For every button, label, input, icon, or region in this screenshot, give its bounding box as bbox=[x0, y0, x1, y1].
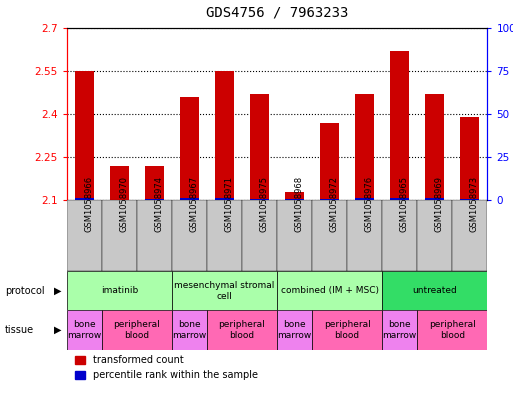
Bar bbox=[390, 51, 409, 200]
FancyBboxPatch shape bbox=[207, 310, 277, 350]
Text: GSM1058971: GSM1058971 bbox=[224, 176, 233, 232]
Text: bone
marrow: bone marrow bbox=[67, 320, 102, 340]
Text: peripheral
blood: peripheral blood bbox=[429, 320, 476, 340]
FancyBboxPatch shape bbox=[67, 271, 172, 310]
Text: imatinib: imatinib bbox=[101, 286, 138, 295]
FancyBboxPatch shape bbox=[417, 310, 487, 350]
FancyBboxPatch shape bbox=[382, 200, 417, 271]
FancyBboxPatch shape bbox=[102, 200, 137, 271]
Text: GSM1058969: GSM1058969 bbox=[435, 176, 444, 232]
FancyBboxPatch shape bbox=[172, 200, 207, 271]
Bar bbox=[320, 199, 339, 200]
Bar bbox=[215, 198, 234, 200]
Bar bbox=[320, 123, 339, 200]
FancyBboxPatch shape bbox=[137, 200, 172, 271]
Text: GSM1058975: GSM1058975 bbox=[260, 176, 268, 232]
Bar bbox=[74, 198, 94, 200]
Bar bbox=[110, 166, 129, 200]
Text: GSM1058968: GSM1058968 bbox=[294, 176, 304, 232]
Text: bone
marrow: bone marrow bbox=[278, 320, 312, 340]
Bar bbox=[460, 199, 480, 200]
Text: protocol: protocol bbox=[5, 286, 45, 296]
Bar bbox=[355, 94, 374, 200]
Text: GSM1058972: GSM1058972 bbox=[329, 176, 339, 232]
Bar bbox=[145, 166, 164, 200]
FancyBboxPatch shape bbox=[382, 271, 487, 310]
Text: ▶: ▶ bbox=[54, 286, 62, 296]
Legend: transformed count, percentile rank within the sample: transformed count, percentile rank withi… bbox=[71, 352, 262, 384]
Bar bbox=[425, 198, 444, 200]
FancyBboxPatch shape bbox=[207, 200, 242, 271]
Text: GSM1058976: GSM1058976 bbox=[365, 176, 373, 232]
Bar bbox=[180, 97, 199, 200]
FancyBboxPatch shape bbox=[67, 310, 102, 350]
Text: bone
marrow: bone marrow bbox=[383, 320, 417, 340]
FancyBboxPatch shape bbox=[172, 271, 277, 310]
FancyBboxPatch shape bbox=[347, 200, 382, 271]
Bar bbox=[390, 198, 409, 200]
FancyBboxPatch shape bbox=[312, 310, 382, 350]
FancyBboxPatch shape bbox=[312, 200, 347, 271]
Text: GSM1058974: GSM1058974 bbox=[154, 176, 163, 232]
Text: GSM1058970: GSM1058970 bbox=[119, 176, 128, 232]
Bar bbox=[460, 117, 480, 200]
FancyBboxPatch shape bbox=[452, 200, 487, 271]
Text: untreated: untreated bbox=[412, 286, 457, 295]
Text: peripheral
blood: peripheral blood bbox=[219, 320, 265, 340]
Bar bbox=[215, 71, 234, 200]
FancyBboxPatch shape bbox=[67, 200, 487, 271]
FancyBboxPatch shape bbox=[382, 310, 417, 350]
Text: GSM1058966: GSM1058966 bbox=[84, 176, 93, 232]
Text: ▶: ▶ bbox=[54, 325, 62, 335]
Text: GSM1058965: GSM1058965 bbox=[400, 176, 409, 232]
FancyBboxPatch shape bbox=[277, 200, 312, 271]
Bar bbox=[74, 71, 94, 200]
Text: GDS4756 / 7963233: GDS4756 / 7963233 bbox=[206, 6, 348, 20]
Bar bbox=[180, 198, 199, 200]
Bar bbox=[285, 199, 304, 200]
Text: bone
marrow: bone marrow bbox=[172, 320, 207, 340]
Bar bbox=[355, 198, 374, 200]
Text: combined (IM + MSC): combined (IM + MSC) bbox=[281, 286, 379, 295]
Text: GSM1058967: GSM1058967 bbox=[189, 176, 199, 232]
Bar bbox=[250, 94, 269, 200]
Bar bbox=[145, 199, 164, 200]
Text: peripheral
blood: peripheral blood bbox=[113, 320, 160, 340]
Text: peripheral
blood: peripheral blood bbox=[324, 320, 370, 340]
FancyBboxPatch shape bbox=[277, 310, 312, 350]
FancyBboxPatch shape bbox=[277, 271, 382, 310]
Text: mesenchymal stromal
cell: mesenchymal stromal cell bbox=[174, 281, 274, 301]
Text: GSM1058973: GSM1058973 bbox=[470, 176, 479, 232]
FancyBboxPatch shape bbox=[242, 200, 277, 271]
Bar bbox=[285, 192, 304, 200]
FancyBboxPatch shape bbox=[67, 200, 102, 271]
Bar bbox=[425, 94, 444, 200]
FancyBboxPatch shape bbox=[102, 310, 172, 350]
Bar bbox=[250, 199, 269, 200]
FancyBboxPatch shape bbox=[417, 200, 452, 271]
FancyBboxPatch shape bbox=[172, 310, 207, 350]
Text: tissue: tissue bbox=[5, 325, 34, 335]
